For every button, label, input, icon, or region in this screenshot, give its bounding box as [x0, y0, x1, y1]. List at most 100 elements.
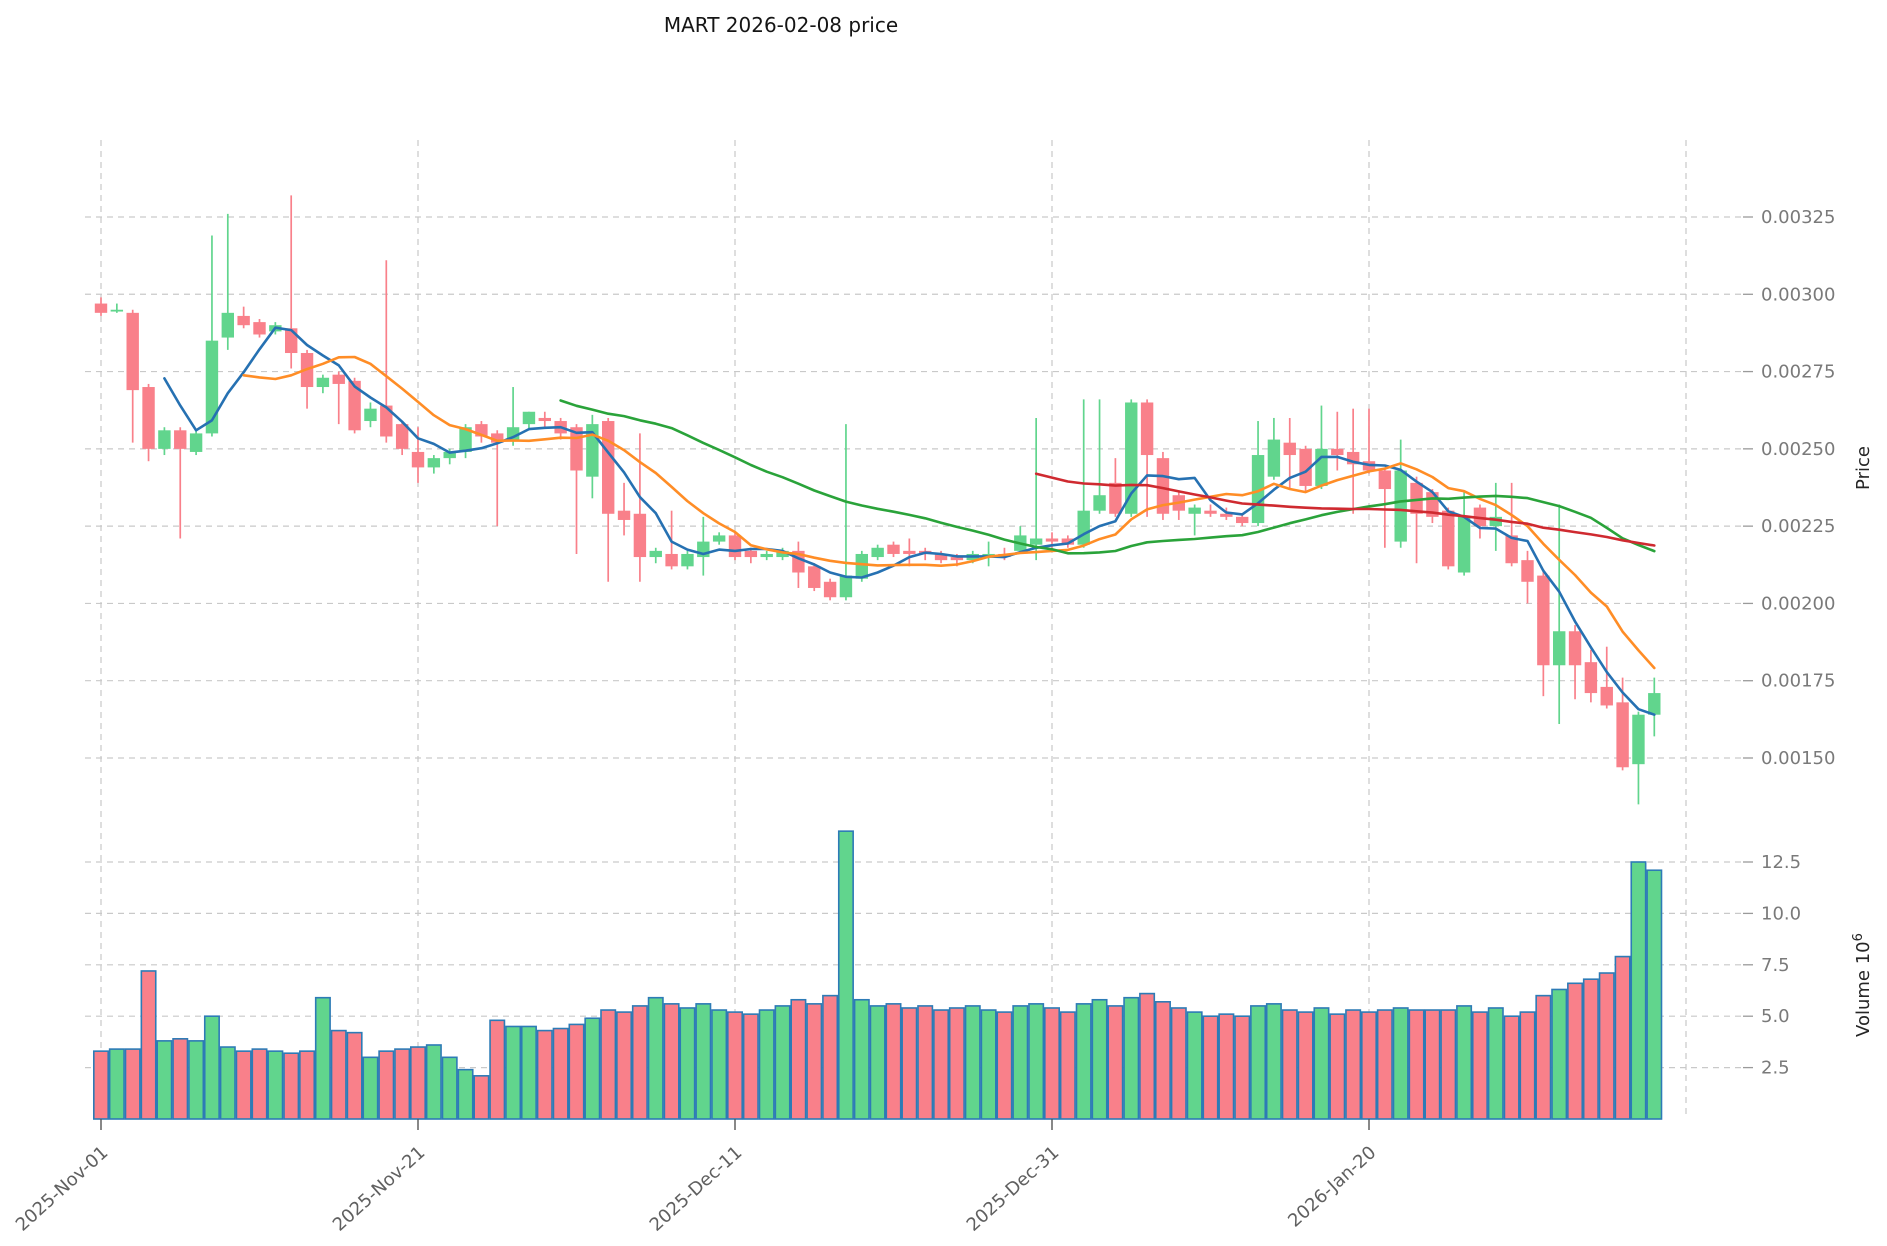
volume-bar — [203, 1015, 220, 1120]
volume-bar — [1234, 1015, 1251, 1120]
volume-bar — [1059, 1011, 1076, 1120]
candle-body — [205, 340, 219, 434]
sma5-line — [163, 326, 1656, 717]
volume-bar — [1044, 1007, 1061, 1120]
volume-bar — [600, 1009, 617, 1120]
volume-bar — [837, 830, 854, 1120]
volume-bar — [1630, 861, 1647, 1120]
volume-bar — [1202, 1015, 1219, 1120]
candle-body — [1457, 516, 1471, 573]
volume-bar — [1186, 1011, 1203, 1120]
candle-body — [285, 328, 298, 354]
volume-bar — [1313, 1007, 1330, 1120]
volume-bar — [948, 1007, 965, 1120]
volume-bar — [489, 1019, 506, 1120]
volume-bar — [1170, 1007, 1187, 1120]
volume-bar — [758, 1009, 775, 1120]
candle-body — [411, 451, 425, 468]
candle-body — [823, 581, 837, 598]
candle-body — [855, 553, 868, 579]
volume-bar — [742, 1013, 759, 1120]
volume-bar — [647, 996, 664, 1120]
volume-bar — [1028, 1003, 1045, 1120]
volume-bar — [219, 1046, 236, 1120]
candle-body — [253, 322, 266, 335]
candle-body — [808, 566, 821, 588]
candle-body — [332, 374, 345, 384]
volume-bar — [1345, 1009, 1362, 1120]
candle-body — [1109, 482, 1122, 514]
candle-body — [142, 387, 155, 449]
volume-bar — [93, 1050, 110, 1120]
volume-tick-label: 5.0 — [1761, 1006, 1790, 1027]
candle-body — [110, 309, 124, 312]
volume-tick-label: 12.5 — [1761, 852, 1801, 873]
candle-body — [1204, 510, 1217, 514]
volume-bar — [267, 1050, 284, 1120]
volume-bar — [1408, 1009, 1425, 1120]
volume-tick-label: 7.5 — [1761, 955, 1790, 976]
volume-bar — [1424, 1009, 1441, 1120]
candle-body — [395, 424, 409, 449]
date-tick-label: 2025-Dec-11 — [646, 1142, 747, 1236]
volume-bar — [996, 1011, 1013, 1120]
volume-bar — [1361, 1011, 1378, 1120]
candle-body — [1156, 458, 1170, 514]
candle-body — [871, 547, 884, 558]
volume-bar — [552, 1027, 569, 1120]
sma60-line — [1034, 472, 1656, 547]
candle-body — [1489, 516, 1502, 527]
volume-bar — [188, 1040, 205, 1120]
candle-body — [1648, 693, 1661, 715]
volume-bar — [536, 1029, 553, 1120]
candle-body — [1378, 470, 1392, 490]
volume-bar — [1012, 1005, 1029, 1120]
candle-body — [443, 451, 456, 459]
candle-body — [1029, 538, 1043, 545]
volume-bar — [1551, 988, 1568, 1120]
candle-body — [522, 411, 536, 425]
volume-bar — [869, 1005, 886, 1120]
sma30-line — [559, 399, 1656, 555]
volume-bar — [1440, 1009, 1457, 1120]
volume-bar — [1297, 1011, 1314, 1120]
candle-body — [1125, 402, 1138, 514]
volume-bar — [1154, 1001, 1171, 1120]
volume-bar — [425, 1044, 442, 1120]
volume-bar — [1456, 1005, 1473, 1120]
price-tick-label: 0.00325 — [1761, 207, 1835, 228]
volume-bar — [1265, 1003, 1282, 1120]
sma10-line — [242, 355, 1656, 670]
price-axis-title: Price — [1853, 446, 1874, 490]
candle-body — [364, 408, 377, 422]
price-tick-label: 0.00150 — [1761, 748, 1835, 769]
candle-body — [189, 433, 203, 452]
candle-body — [681, 553, 694, 567]
candle-body — [1521, 560, 1534, 582]
volume-bar — [695, 1003, 712, 1120]
candle-body — [174, 430, 187, 449]
candle-body — [1616, 702, 1629, 768]
volume-bar — [1250, 1005, 1267, 1120]
date-tick-label: 2025-Nov-21 — [329, 1142, 430, 1235]
volume-bar — [1487, 1007, 1504, 1120]
candle-body — [617, 510, 631, 520]
price-tick-label: 0.00275 — [1761, 362, 1835, 383]
volume-bars — [93, 830, 1663, 1120]
volume-bar — [378, 1050, 395, 1120]
date-tick-label: 2026-Jan-20 — [1284, 1142, 1380, 1232]
candle-body — [1600, 686, 1613, 706]
volume-tick-label: 10.0 — [1761, 903, 1801, 924]
candle-body — [380, 405, 393, 437]
volume-bar — [822, 994, 839, 1120]
volume-bar — [663, 1003, 680, 1120]
volume-bar — [108, 1048, 125, 1120]
candle-body — [538, 417, 551, 422]
volume-bar — [362, 1056, 379, 1120]
candle-body — [348, 380, 361, 431]
candle-body — [1267, 439, 1281, 477]
volume-bar — [933, 1009, 950, 1120]
candle-body — [316, 377, 330, 388]
candle-body — [1188, 507, 1201, 514]
